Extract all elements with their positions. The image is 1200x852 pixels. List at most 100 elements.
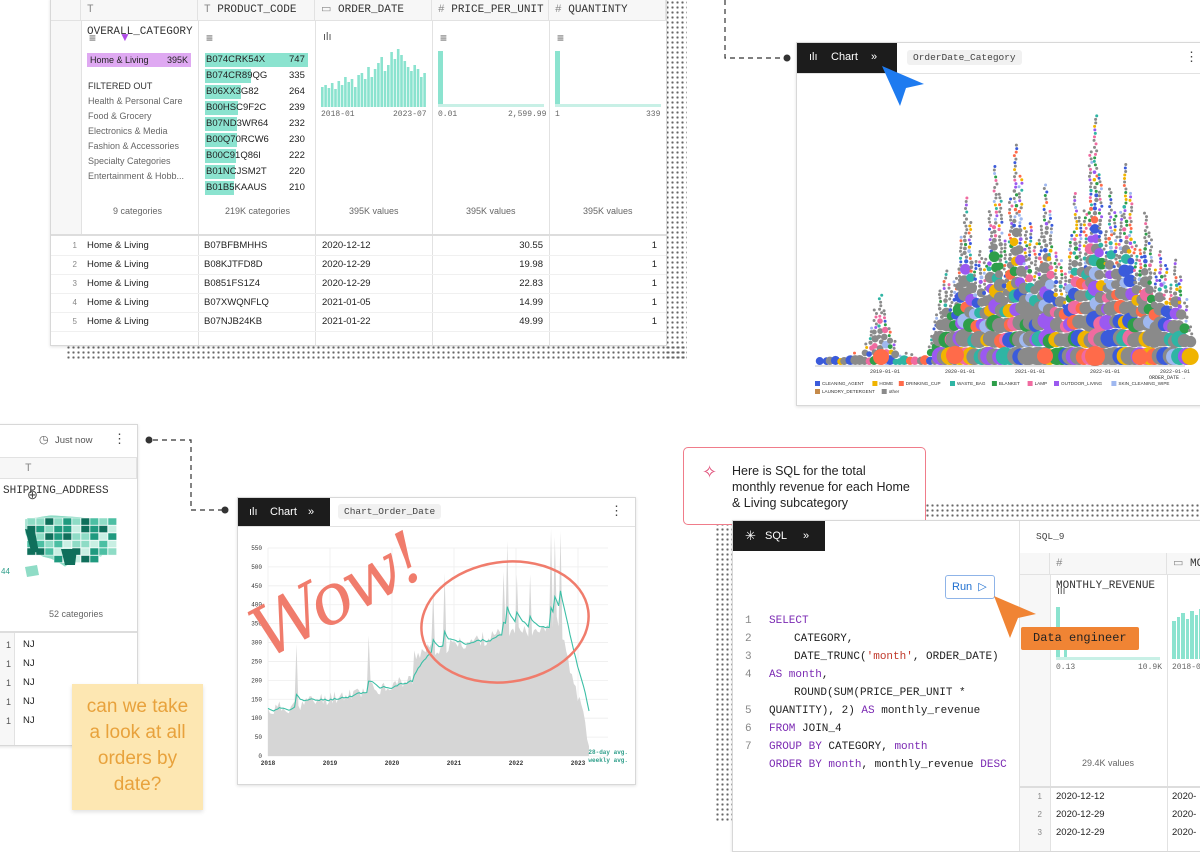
legend-swatch [898,381,904,386]
chart-cell-header[interactable]: ılı Chart » [797,43,897,73]
quantity-histogram-bar [555,51,560,107]
column-header-product-code[interactable]: T PRODUCT_CODE [198,0,315,21]
bubble-mark [1184,315,1189,320]
map-state [80,525,90,533]
sql-line: DATE_TRUNC('month', ORDER_DATE) [794,651,999,663]
map-state [107,547,117,556]
bubble-mark [1134,244,1138,248]
sort-icon[interactable]: ≡ [440,31,448,45]
bubble-mark [972,289,977,293]
map-state [62,532,72,541]
bubble-mark [969,235,973,239]
histogram-bar [387,65,390,107]
chart-name[interactable]: Chart_Order_Date [338,504,442,519]
bubble-mark [1068,266,1072,271]
sql-keyword: DESC [980,759,1007,771]
map-state [71,540,81,548]
product-code[interactable]: B074CR89QG [206,70,268,81]
bubble-mark [1097,194,1101,198]
filtered-category[interactable]: Specialty Categories [88,156,171,166]
bubble-mark [995,270,1004,279]
bubble-mark [1142,254,1147,259]
histogram-bar [400,55,403,107]
bubble-mark [1053,272,1057,276]
bubble-mark [1047,253,1051,257]
bubble-mark [1187,328,1191,332]
column-header-price-per-unit[interactable]: # PRICE_PER_UNIT [432,0,549,21]
chart-cell-header[interactable]: ılı Chart » [238,498,330,526]
filtered-category[interactable]: Entertainment & Hobb... [88,171,185,181]
sticky-note[interactable]: can we take a look at all orders by date… [72,684,203,810]
bubble-mark [1018,174,1022,178]
chart-name[interactable]: OrderDate_Category [907,50,1022,65]
column-header-overall-category[interactable]: T OVERALL_CATEGORY [81,0,198,38]
product-code-count: 747 [289,54,305,65]
sql-token: , [821,669,829,681]
filtered-category[interactable]: Food & Grocery [88,111,152,121]
sort-icon[interactable]: ≡ [89,31,97,45]
expand-icon[interactable]: » [308,506,315,518]
calendar-icon: ▭ [321,4,332,16]
product-code[interactable]: B00C91Q86I [206,150,261,161]
more-options-icon[interactable]: ⋮ [113,431,126,446]
bubble-mark [1098,218,1103,223]
product-code[interactable]: B074CRK54X [206,54,266,65]
bubble-mark [1008,252,1012,257]
bubble-mark [998,196,1002,200]
sql-cell-header[interactable]: ✳ SQL » [733,521,825,551]
date-count: 395K values [349,206,399,216]
sql-token: , monthly_revenue [861,759,981,771]
column-header-shipping-address[interactable]: T SHIPPING_ADDRESS [0,457,137,497]
bubble-mark [1129,227,1133,231]
sort-icon[interactable]: ≡ [206,31,214,45]
bubble-mark [1130,254,1134,258]
product-code[interactable]: B01NCJSM2T [206,166,267,177]
sort-icon[interactable]: ≡ [557,31,565,45]
bubble-mark [1003,264,1007,268]
run-button[interactable]: Run ▷ [945,575,995,599]
filtered-category[interactable]: Health & Personal Care [88,96,183,106]
cell-order-date: 2020-12-29 [322,278,371,289]
column-header-monthly-revenue[interactable]: # MONTHLY_REVENUE [1050,553,1167,592]
filter-icon[interactable]: ▼ [119,30,131,44]
selected-category-chip[interactable]: Home & Living 395K [87,53,191,67]
map-state [62,525,72,533]
column-header-quantity[interactable]: # QUANTINTY [549,0,666,21]
bubble-mark [1054,251,1058,255]
filtered-category[interactable]: Electronics & Media [88,126,168,136]
bubble-mark [993,234,998,238]
bubble-mark [1143,247,1147,251]
bubble-mark [972,273,976,277]
bubble-mark [878,314,882,318]
histogram-bar [377,63,380,107]
column-header-month[interactable]: ▭ MON [1167,553,1200,575]
expand-icon[interactable]: » [871,51,878,63]
product-code[interactable]: B07ND3WR64 [206,118,269,129]
bubble-mark [1144,222,1148,226]
sql-keyword: month [894,741,928,753]
column-header-order-date[interactable]: ▭ ORDER_DATE [315,0,432,21]
expand-icon[interactable]: » [803,530,810,542]
sql-keyword: AS month [769,669,822,681]
bubble-mark [1082,230,1086,234]
bubble-mark [1181,347,1199,366]
bubble-mark [1110,233,1114,237]
product-code[interactable]: B00HSC9F2C [206,102,267,113]
legend-swatch [950,381,955,386]
bubble-mark [1064,276,1068,280]
more-options-icon[interactable]: ⋮ [610,503,623,518]
bubble-mark [1108,245,1113,250]
product-code[interactable]: B00Q70RCW6 [206,134,269,145]
bubble-mark [1179,278,1183,282]
more-options-icon[interactable]: ⋮ [1185,49,1198,64]
bubble-mark [1124,219,1129,224]
filtered-category[interactable]: Fashion & Accessories [88,141,180,151]
bubble-mark [1057,262,1061,266]
result-name[interactable]: SQL_9 [1036,531,1065,542]
bubble-mark [1077,261,1083,267]
product-code[interactable]: B06XX3G82 [206,86,259,97]
product-code[interactable]: B01B5KAAUS [206,182,267,193]
bubble-mark [1129,220,1133,224]
legend-swatch [1111,381,1117,386]
bubble-mark [1124,201,1128,205]
